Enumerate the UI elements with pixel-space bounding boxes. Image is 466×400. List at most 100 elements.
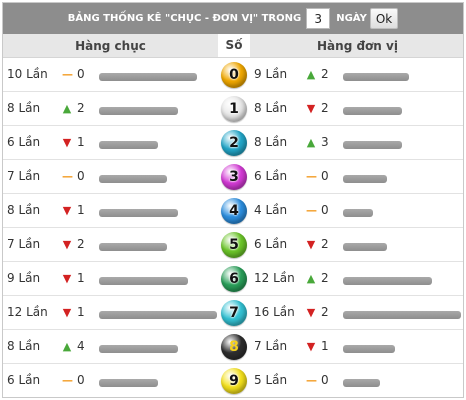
- hang-chuc-bar: [99, 107, 178, 115]
- trend-down-icon: ▼: [62, 136, 72, 149]
- hang-don-vi-count: 4 Lần: [254, 203, 288, 217]
- hang-don-vi-trend: —0: [306, 169, 329, 183]
- hang-chuc-trend: ▲ 2: [62, 101, 85, 115]
- digit-label: 6: [229, 271, 239, 287]
- hang-don-vi-count: 6 Lần: [254, 237, 288, 251]
- hang-don-vi-bar: [343, 379, 380, 387]
- table-row: 9 Lần ▼ 1 6 12 Lần ▲ 2: [3, 262, 463, 296]
- hang-chuc-trend: —0: [62, 67, 85, 81]
- trend-same-icon: —: [306, 374, 317, 387]
- hang-chuc-count: 6 Lần: [7, 373, 41, 387]
- hang-don-vi-trend: ▼ 2: [306, 237, 329, 251]
- hang-chuc-trend: —0: [62, 169, 85, 183]
- hang-don-vi-count: 6 Lần: [254, 169, 288, 183]
- header-hang-don-vi: Hàng đơn vị: [317, 39, 398, 53]
- hang-chuc-trend: ▼ 1: [62, 203, 85, 217]
- hang-don-vi-bar: [343, 277, 432, 285]
- hang-chuc-change: 0: [77, 67, 85, 81]
- hang-chuc-count: 8 Lần: [7, 101, 41, 115]
- hang-chuc-change: 0: [77, 373, 85, 387]
- hang-don-vi-change: 0: [321, 373, 329, 387]
- trend-same-icon: —: [306, 204, 317, 217]
- table-row: 8 Lần ▼ 1 4 4 Lần —0: [3, 194, 463, 228]
- digit-label: 7: [229, 305, 239, 321]
- hang-chuc-bar: [99, 141, 158, 149]
- hang-don-vi-bar: [343, 107, 402, 115]
- trend-same-icon: —: [306, 170, 317, 183]
- hang-chuc-count: 6 Lần: [7, 135, 41, 149]
- trend-up-icon: ▲: [62, 102, 72, 115]
- hang-chuc-count: 7 Lần: [7, 237, 41, 251]
- hang-don-vi-count: 5 Lần: [254, 373, 288, 387]
- trend-down-icon: ▼: [306, 306, 316, 319]
- table-row: 7 Lần ▼ 2 5 6 Lần ▼ 2: [3, 228, 463, 262]
- hang-chuc-trend: ▼ 1: [62, 305, 85, 319]
- trend-same-icon: —: [62, 170, 73, 183]
- trend-down-icon: ▼: [62, 272, 72, 285]
- hang-chuc-change: 1: [77, 271, 85, 285]
- hang-chuc-change: 1: [77, 305, 85, 319]
- hang-don-vi-count: 7 Lần: [254, 339, 288, 353]
- table-row: 8 Lần ▲ 4 8 7 Lần ▼ 1: [3, 330, 463, 364]
- trend-up-icon: ▲: [306, 68, 316, 81]
- hang-don-vi-count: 12 Lần: [254, 271, 295, 285]
- hang-chuc-trend: —0: [62, 373, 85, 387]
- digit-ball: 2: [221, 130, 247, 156]
- hang-don-vi-trend: ▼ 1: [306, 339, 329, 353]
- hang-chuc-count: 8 Lần: [7, 203, 41, 217]
- hang-chuc-trend: ▼ 1: [62, 135, 85, 149]
- hang-chuc-count: 8 Lần: [7, 339, 41, 353]
- hang-chuc-trend: ▼ 2: [62, 237, 85, 251]
- hang-don-vi-count: 16 Lần: [254, 305, 295, 319]
- digit-ball: 7: [221, 300, 247, 326]
- stats-rows: 10 Lần —0 0 9 Lần ▲ 2 8 Lần ▲ 2 1 8 Lần ▼ 2 6 Lần ▼ 1 2 8…: [3, 58, 463, 398]
- hang-don-vi-change: 2: [321, 271, 329, 285]
- trend-down-icon: ▼: [62, 238, 72, 251]
- hang-don-vi-bar: [343, 209, 373, 217]
- digit-ball: 6: [221, 266, 247, 292]
- trend-same-icon: —: [62, 68, 73, 81]
- hang-don-vi-bar: [343, 175, 387, 183]
- hang-don-vi-bar: [343, 345, 395, 353]
- days-unit-label: NGÀY: [336, 13, 367, 24]
- digit-label: 3: [229, 169, 239, 185]
- table-row: 6 Lần ▼ 1 2 8 Lần ▲ 3: [3, 126, 463, 160]
- digit-ball: 0: [221, 62, 247, 88]
- hang-don-vi-count: 8 Lần: [254, 135, 288, 149]
- ok-button[interactable]: Ok: [369, 8, 399, 29]
- hang-don-vi-trend: —0: [306, 373, 329, 387]
- hang-don-vi-change: 2: [321, 101, 329, 115]
- trend-down-icon: ▼: [62, 204, 72, 217]
- hang-don-vi-trend: ▼ 2: [306, 101, 329, 115]
- header-so: Số: [218, 34, 250, 57]
- hang-chuc-bar: [99, 175, 167, 183]
- digit-ball: 5: [221, 232, 247, 258]
- hang-chuc-bar: [99, 379, 158, 387]
- hang-don-vi-change: 2: [321, 67, 329, 81]
- digit-ball: 9: [221, 368, 247, 394]
- digit-label: 2: [229, 135, 239, 151]
- hang-chuc-bar: [99, 277, 188, 285]
- digit-label: 8: [229, 339, 239, 355]
- digit-label: 5: [229, 237, 239, 253]
- hang-don-vi-change: 3: [321, 135, 329, 149]
- trend-down-icon: ▼: [306, 102, 316, 115]
- table-row: 7 Lần —0 3 6 Lần —0: [3, 160, 463, 194]
- hang-chuc-change: 2: [77, 101, 85, 115]
- hang-chuc-change: 2: [77, 237, 85, 251]
- hang-chuc-trend: ▲ 4: [62, 339, 85, 353]
- hang-chuc-count: 12 Lần: [7, 305, 48, 319]
- hang-chuc-trend: ▼ 1: [62, 271, 85, 285]
- table-header: Hàng chục Số Hàng đơn vị: [3, 34, 463, 58]
- hang-don-vi-change: 2: [321, 237, 329, 251]
- digit-label: 1: [229, 101, 239, 117]
- hang-chuc-bar: [99, 73, 197, 81]
- title-bar: BẢNG THỐNG KÊ "CHỤC - ĐƠN VỊ" TRONG NGÀY…: [3, 3, 463, 34]
- hang-chuc-change: 4: [77, 339, 85, 353]
- hang-chuc-bar: [99, 311, 217, 319]
- hang-don-vi-bar: [343, 141, 402, 149]
- hang-don-vi-count: 8 Lần: [254, 101, 288, 115]
- hang-chuc-bar: [99, 345, 178, 353]
- days-input[interactable]: [306, 8, 331, 29]
- panel-title: BẢNG THỐNG KÊ "CHỤC - ĐƠN VỊ" TRONG: [67, 13, 302, 24]
